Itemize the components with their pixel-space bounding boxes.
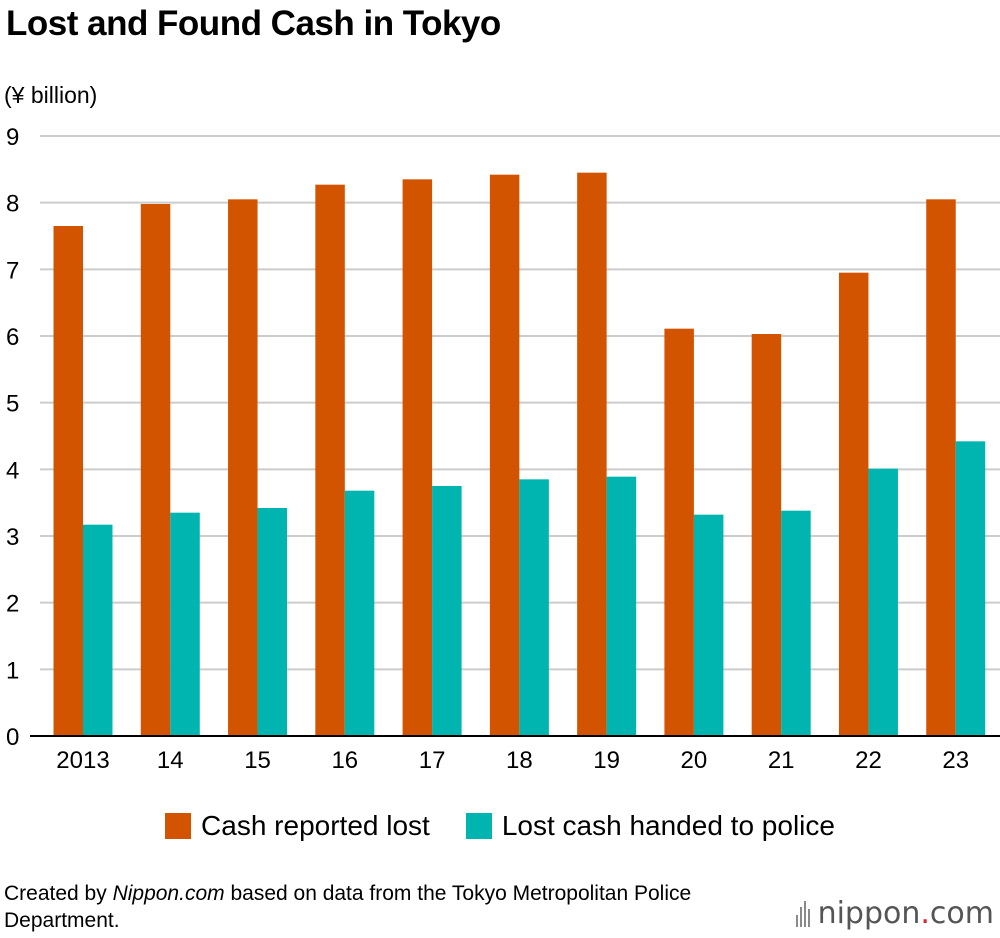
bar-cash-reported-lost <box>402 179 433 737</box>
legend-swatch-reported-lost <box>165 813 192 839</box>
bar-lost-cash-handed-to-police <box>693 514 724 736</box>
source-suffix: based on data from the Tokyo Metropolita… <box>4 882 692 932</box>
legend-label-handed-to-police: Lost cash handed to police <box>501 810 835 841</box>
x-tick-label: 2013 <box>56 747 109 774</box>
x-tick-label: 16 <box>331 747 358 774</box>
bar-lost-cash-handed-to-police <box>868 468 898 736</box>
bar-lost-cash-handed-to-police <box>83 524 113 736</box>
bar-lost-cash-handed-to-police <box>955 441 986 736</box>
bar-cash-reported-lost <box>664 328 694 736</box>
x-tick-label: 22 <box>855 747 882 774</box>
legend-item-handed-to-police: Lost cash handed to police <box>465 810 835 842</box>
x-tick-label: 15 <box>244 747 271 774</box>
bar-lost-cash-handed-to-police <box>781 510 811 736</box>
bar-cash-reported-lost <box>140 204 171 736</box>
x-tick-label: 23 <box>942 747 969 774</box>
bar-cash-reported-lost <box>838 272 869 736</box>
bar-cash-reported-lost <box>53 226 83 736</box>
x-tick-label: 17 <box>419 747 446 774</box>
legend-label-reported-lost: Cash reported lost <box>201 810 430 841</box>
source-prefix: Created by <box>4 882 113 905</box>
bar-cash-reported-lost <box>926 199 956 737</box>
bars <box>53 172 986 737</box>
y-tick-label: 6 <box>6 324 19 351</box>
x-tick-label: 14 <box>157 747 184 774</box>
legend: Cash reported lost Lost cash handed to p… <box>0 806 1000 846</box>
bar-lost-cash-handed-to-police <box>606 476 637 736</box>
nippon-com-logo: nippon. com <box>795 896 994 931</box>
logo-bars-icon <box>795 900 812 927</box>
y-axis-unit-label: (¥ billion) <box>4 82 98 108</box>
y-tick-label: 7 <box>6 257 19 284</box>
bar-lost-cash-handed-to-police <box>519 479 549 736</box>
y-tick-label: 5 <box>6 391 19 418</box>
y-tick-label: 2 <box>6 591 19 618</box>
bar-lost-cash-handed-to-police <box>170 512 200 736</box>
legend-swatch-handed-to-police <box>465 813 492 839</box>
x-tick-label: 19 <box>593 747 620 774</box>
y-tick-label: 9 <box>6 124 19 151</box>
y-tick-label: 0 <box>6 724 19 751</box>
x-tick-label: 21 <box>768 747 795 774</box>
x-tick-label: 20 <box>681 747 708 774</box>
y-tick-label: 3 <box>6 524 19 551</box>
bar-cash-reported-lost <box>751 334 782 736</box>
legend-item-reported-lost: Cash reported lost <box>165 810 430 842</box>
bar-cash-reported-lost <box>228 199 258 737</box>
chart-title: Lost and Found Cash in Tokyo <box>6 4 501 43</box>
y-tick-label: 4 <box>6 457 19 484</box>
y-tick-label: 1 <box>6 657 19 684</box>
bar-cash-reported-lost <box>315 184 345 736</box>
source-note: Created by Nippon.com based on data from… <box>4 880 764 934</box>
x-tick-label: 18 <box>506 747 533 774</box>
bar-lost-cash-handed-to-police <box>344 490 375 736</box>
bar-cash-reported-lost <box>577 172 607 736</box>
y-tick-label: 8 <box>6 191 19 218</box>
bar-cash-reported-lost <box>489 174 520 736</box>
bar-lost-cash-handed-to-police <box>432 486 462 736</box>
bar-lost-cash-handed-to-police <box>257 508 288 736</box>
source-site-name: Nippon.com <box>112 882 225 905</box>
logo-text-main: nippon <box>817 896 921 931</box>
logo-text-end: com <box>929 896 994 931</box>
logo-text-dot: . <box>920 896 930 931</box>
